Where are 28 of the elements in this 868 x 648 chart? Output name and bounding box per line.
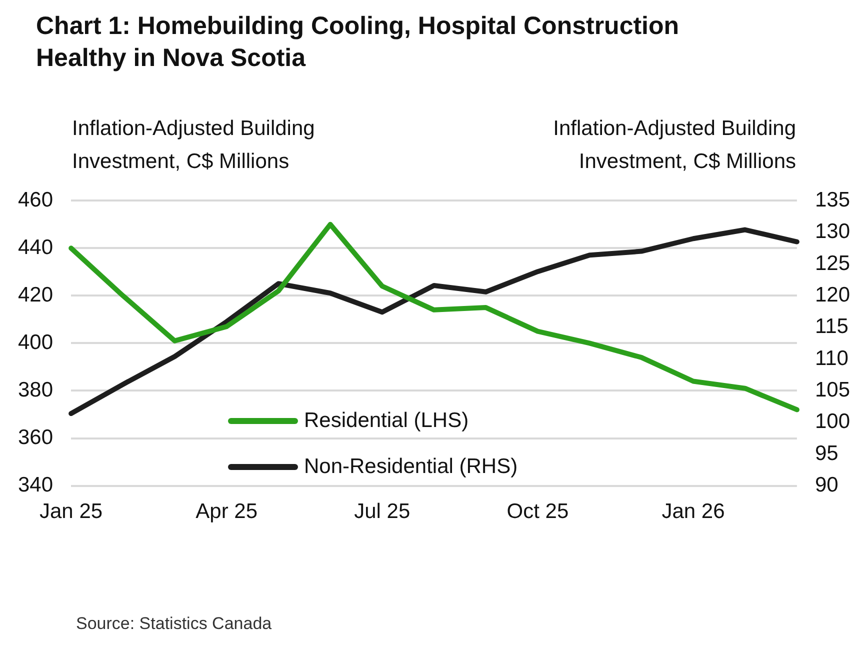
chart-title: Chart 1: Homebuilding Cooling, Hospital Construction Healthy in Nova Scotia [36,11,680,74]
y2-axis-title: Inflation-Adjusted Building Investment, C$ Millions [552,116,796,175]
y-axis-title: Inflation-Adjusted Building Investment, C$ Millions [72,116,316,175]
y2-tick-label: 100 [814,410,850,434]
y2-tick-label: 90 [814,474,838,497]
y2-tick-label: 105 [814,378,850,402]
x-tick-label: Oct 25 [506,500,569,524]
y2-tick-label: 110 [814,346,848,370]
source-note: Source: Statistics Canada [76,614,272,634]
y-tick-label: 440 [18,236,54,259]
x-tick-label: Jan 25 [40,500,103,524]
x-tick-label: Jan 26 [662,500,725,524]
y-tick-label: 340 [18,474,54,497]
legend-label: Non-Residential (RHS) [304,455,518,479]
y-tick-label: 380 [18,378,54,402]
y2-tick-label: 135 [814,188,850,212]
y2-tick-label: 95 [814,442,838,465]
y-tick-label: 460 [18,188,54,212]
y-tick-label: 400 [18,330,54,354]
y2-tick-label: 130 [814,220,850,244]
y2-tick-label: 120 [814,283,850,306]
x-tick-label: Jul 25 [354,500,410,524]
legend-label: Residential (LHS) [304,409,469,433]
x-tick-label: Apr 25 [196,500,258,524]
y2-tick-label: 125 [814,252,850,275]
y-tick-label: 420 [18,283,54,306]
y2-tick-label: 115 [814,315,848,338]
y-tick-label: 360 [18,426,54,450]
